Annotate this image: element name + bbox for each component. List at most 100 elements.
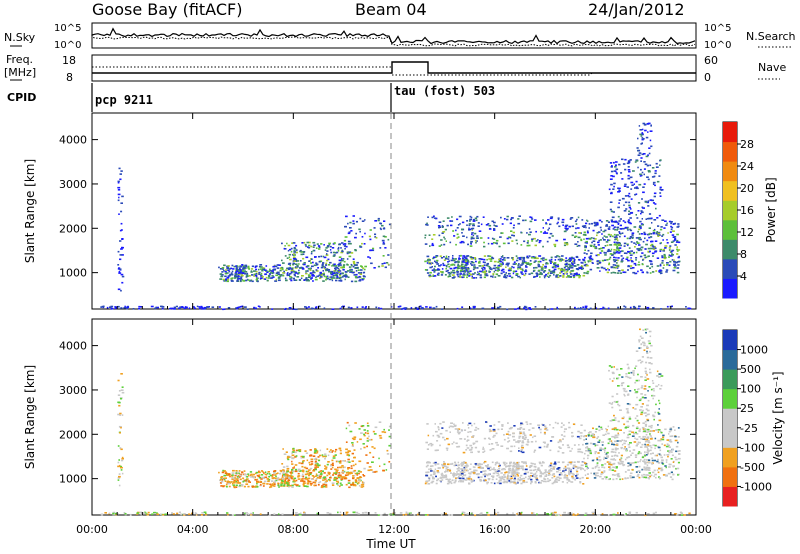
echo-cell <box>597 436 600 438</box>
echo-cell <box>457 464 460 466</box>
echo-cell <box>596 457 598 459</box>
echo-cell <box>659 454 662 457</box>
echo-cell <box>290 247 293 250</box>
echo-cell <box>601 233 603 235</box>
echo-cell <box>574 479 577 481</box>
echo-cell <box>282 274 285 277</box>
echo-cell <box>592 434 595 437</box>
echo-cell <box>522 428 526 430</box>
echo-cell <box>591 241 593 244</box>
echo-cell <box>428 478 431 481</box>
echo-cell <box>121 386 124 388</box>
echo-cell <box>548 236 551 239</box>
echo-cell <box>519 426 523 429</box>
echo-cell <box>643 124 647 126</box>
echo-cell <box>453 481 456 484</box>
echo-cell <box>640 249 643 251</box>
echo-cell <box>383 463 386 466</box>
echo-cell <box>668 463 672 466</box>
echo-cell <box>623 235 626 238</box>
echo-cell <box>618 463 622 465</box>
echo-cell <box>614 427 617 429</box>
echo-cell <box>333 251 336 254</box>
echo-cell <box>606 455 609 457</box>
echo-cell <box>642 186 645 188</box>
echo-cell <box>652 181 656 184</box>
echo-cell <box>637 230 639 233</box>
echo-cell <box>590 245 592 247</box>
echo-cell <box>482 448 485 450</box>
echo-cell <box>298 485 301 487</box>
echo-cell <box>615 451 617 454</box>
echo-cell <box>314 461 318 464</box>
echo-cell <box>452 259 456 262</box>
echo-cell <box>387 254 390 256</box>
echo-cell <box>596 462 599 464</box>
echo-cell <box>302 483 305 486</box>
echo-cell <box>620 260 623 263</box>
echo-cell <box>557 267 560 270</box>
echo-cell <box>586 473 589 475</box>
echo-cell <box>259 264 263 266</box>
echo-cell <box>671 249 675 252</box>
echo-cell <box>433 269 437 272</box>
echo-cell <box>497 474 500 476</box>
echo-cell <box>460 463 462 465</box>
echo-cell <box>441 308 444 310</box>
echo-cell <box>599 252 602 254</box>
echo-cell <box>630 198 633 200</box>
echo-cell <box>339 272 342 275</box>
echo-cell <box>267 277 270 279</box>
echo-cell <box>468 483 471 485</box>
echo-cell <box>637 242 640 244</box>
echo-cell <box>278 472 282 475</box>
echo-cell <box>618 163 621 166</box>
echo-cell <box>657 232 660 235</box>
echo-cell <box>639 227 642 230</box>
echo-cell <box>645 466 649 469</box>
echo-cell <box>232 469 235 472</box>
freq-strip: Freq. [MHz] 18 8 60 0 Nave <box>4 53 786 84</box>
echo-cell <box>674 429 676 431</box>
echo-cell <box>536 478 538 481</box>
echo-cell <box>550 462 553 465</box>
echo-cell <box>297 476 300 478</box>
echo-cell <box>154 307 157 310</box>
echo-cell <box>648 445 651 447</box>
echo-cell <box>493 229 496 231</box>
echo-cell <box>660 469 663 472</box>
echo-cell <box>296 265 299 267</box>
y-tick-label: 1000 <box>59 267 87 280</box>
echo-cell <box>646 239 649 242</box>
echo-cell <box>595 428 598 430</box>
echo-cell <box>590 237 593 239</box>
echo-cell <box>362 485 365 488</box>
echo-cell <box>651 252 655 255</box>
echo-cell <box>355 264 358 266</box>
echo-cell <box>507 430 510 433</box>
echo-cell <box>529 231 532 233</box>
echo-cell <box>461 221 465 224</box>
echo-cell <box>577 236 581 239</box>
echo-cell <box>318 248 321 250</box>
echo-cell <box>513 478 517 481</box>
echo-cell <box>618 202 620 204</box>
echo-cell <box>302 460 305 462</box>
echo-cell <box>305 245 307 248</box>
echo-cell <box>492 242 495 244</box>
y-tick-label: 2000 <box>59 428 87 441</box>
echo-cell <box>291 267 294 269</box>
echo-cell <box>560 268 562 271</box>
echo-cell <box>431 443 434 446</box>
echo-cell <box>257 280 259 283</box>
echo-cell <box>280 482 283 484</box>
echo-cell <box>647 250 650 253</box>
echo-cell <box>562 224 564 226</box>
echo-cell <box>314 465 318 467</box>
echo-cell <box>451 462 454 465</box>
echo-cell <box>627 425 630 428</box>
echo-cell <box>575 223 578 225</box>
echo-cell <box>201 307 205 310</box>
echo-cell <box>271 275 274 277</box>
echo-cell <box>357 482 360 484</box>
